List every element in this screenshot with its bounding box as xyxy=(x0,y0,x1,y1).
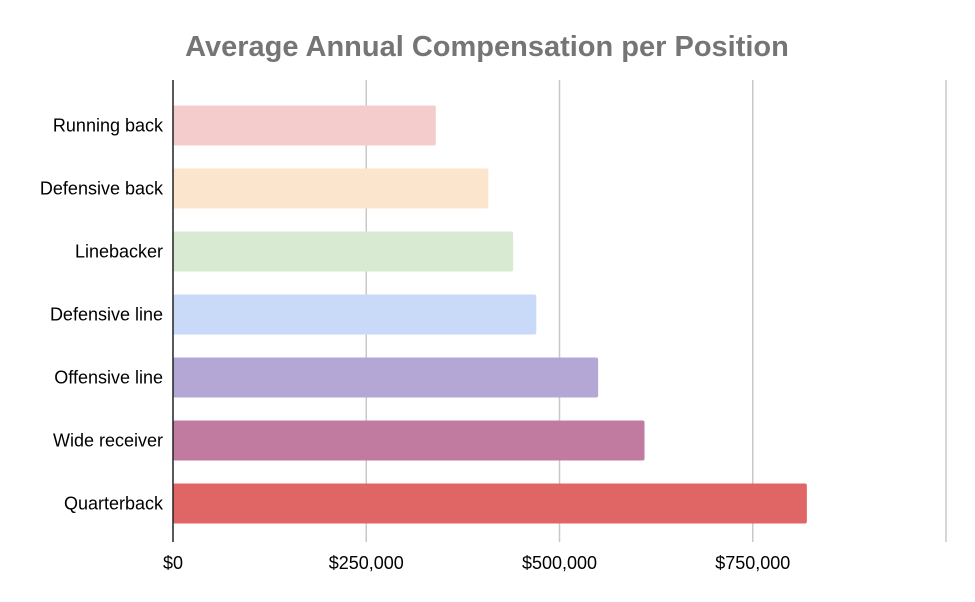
category-label: Defensive back xyxy=(40,179,164,199)
x-tick-label: $750,000 xyxy=(715,553,790,573)
bar xyxy=(173,420,645,461)
bar xyxy=(173,231,514,272)
category-label: Wide receiver xyxy=(53,431,163,451)
category-label: Linebacker xyxy=(75,242,163,262)
bar xyxy=(173,483,807,524)
bar xyxy=(173,357,599,398)
chart-title: Average Annual Compensation per Position xyxy=(185,31,789,63)
category-labels: Running back Defensive back Linebacker Defe… xyxy=(40,116,164,514)
category-label: Quarterback xyxy=(64,494,164,514)
category-label: Defensive line xyxy=(50,305,163,325)
category-label: Offensive line xyxy=(54,368,163,388)
category-label: Running back xyxy=(53,116,164,136)
bar xyxy=(173,294,537,335)
bar xyxy=(173,105,436,146)
bars xyxy=(173,105,807,524)
x-tick-label: $250,000 xyxy=(329,553,404,573)
x-tick-label: $500,000 xyxy=(522,553,597,573)
x-tick-labels: $0 $250,000 $500,000 $750,000 xyxy=(163,553,790,573)
x-tick-label: $0 xyxy=(163,553,183,573)
bar xyxy=(173,168,489,209)
